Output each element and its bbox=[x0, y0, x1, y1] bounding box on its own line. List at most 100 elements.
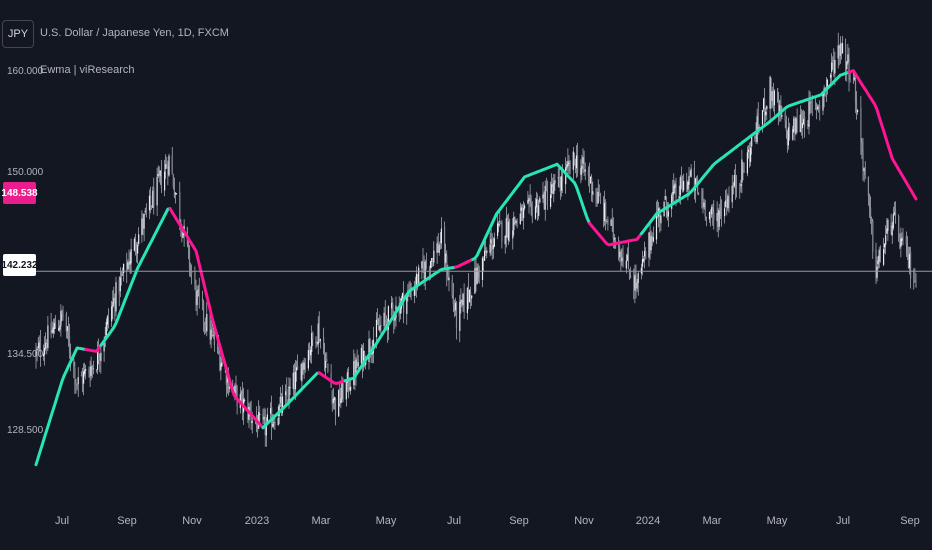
candle-body bbox=[226, 374, 228, 383]
candle-body bbox=[196, 291, 198, 306]
indicator-legend[interactable]: Ewma | viResearch bbox=[40, 64, 135, 76]
candle-body bbox=[567, 160, 569, 167]
candle-body bbox=[379, 326, 381, 331]
symbol-icon[interactable]: JPY bbox=[2, 20, 34, 48]
candle-body bbox=[240, 392, 242, 394]
candle-body bbox=[43, 353, 45, 357]
candle-body bbox=[751, 136, 753, 147]
candle-body bbox=[883, 249, 885, 265]
candle-body bbox=[808, 101, 810, 127]
candle-body bbox=[611, 220, 613, 222]
candle-body bbox=[527, 200, 529, 204]
candle-body bbox=[295, 367, 298, 371]
candle-body bbox=[801, 123, 804, 129]
candle-body bbox=[892, 214, 894, 229]
candle-body bbox=[428, 268, 431, 270]
candle-body bbox=[118, 279, 120, 295]
candle-body bbox=[221, 362, 223, 367]
candle-body bbox=[365, 360, 367, 365]
candle-body bbox=[708, 211, 711, 220]
candle-body bbox=[119, 277, 121, 292]
candle-body bbox=[438, 244, 440, 253]
candle-body bbox=[54, 320, 57, 329]
candle-body bbox=[85, 369, 87, 371]
candle-body bbox=[302, 361, 304, 368]
candle-body bbox=[622, 256, 624, 268]
candle-body bbox=[332, 398, 334, 404]
candle-body bbox=[814, 102, 817, 103]
candle-body bbox=[605, 201, 607, 220]
candle-body bbox=[61, 309, 63, 315]
candle-body bbox=[516, 220, 518, 223]
candle-body bbox=[399, 306, 401, 314]
candle-body bbox=[907, 254, 909, 269]
candle-body bbox=[512, 230, 514, 239]
candle-body bbox=[341, 383, 343, 400]
candle-body bbox=[529, 196, 531, 198]
candle-body bbox=[327, 363, 329, 372]
candle-body bbox=[659, 210, 661, 221]
candle-body bbox=[711, 207, 713, 215]
candle-body bbox=[68, 336, 71, 353]
candle-body bbox=[486, 250, 488, 253]
candle-body bbox=[251, 420, 253, 423]
candle-body bbox=[735, 186, 738, 188]
candle-body bbox=[181, 228, 183, 238]
candle-body bbox=[220, 363, 222, 371]
candle-body bbox=[432, 258, 434, 266]
candle-body bbox=[785, 120, 787, 131]
candle-body bbox=[557, 177, 559, 179]
candle-body bbox=[799, 114, 801, 132]
x-tick-mar-2023: Mar bbox=[311, 515, 331, 527]
candle-body bbox=[732, 185, 734, 189]
candle-body bbox=[280, 397, 282, 411]
candle-body bbox=[157, 174, 159, 176]
candle-body bbox=[345, 382, 347, 400]
candle-body bbox=[182, 232, 184, 238]
candle-body bbox=[748, 151, 751, 162]
candle-body bbox=[38, 342, 40, 349]
candle-body bbox=[584, 169, 586, 172]
candle-body bbox=[591, 177, 593, 193]
candle-body bbox=[89, 373, 91, 379]
candle-body bbox=[651, 234, 653, 243]
candle-body bbox=[113, 297, 115, 303]
candle-body bbox=[342, 383, 344, 402]
candle-body bbox=[596, 194, 598, 203]
ewma-line-up bbox=[34, 346, 88, 467]
candle-body bbox=[834, 60, 836, 74]
candle-body bbox=[626, 254, 628, 261]
candle-body bbox=[734, 175, 737, 189]
candle-body bbox=[698, 193, 700, 195]
candle-body bbox=[817, 106, 819, 110]
candle-body bbox=[701, 191, 703, 201]
candle-body bbox=[377, 318, 379, 325]
candle-body bbox=[793, 118, 795, 132]
candle-body bbox=[703, 202, 705, 208]
candle-body bbox=[771, 91, 773, 101]
candle-body bbox=[75, 381, 77, 384]
candle-body bbox=[569, 161, 571, 172]
candle-body bbox=[204, 323, 206, 325]
candle-body bbox=[755, 134, 757, 141]
candle-body bbox=[308, 349, 311, 354]
candle-body bbox=[138, 234, 140, 245]
candle-body bbox=[190, 268, 192, 270]
y-tick-label-160: 160.000 bbox=[7, 66, 44, 77]
candle-body bbox=[786, 130, 788, 145]
candle-body bbox=[203, 301, 205, 321]
candle-body bbox=[485, 252, 487, 256]
candle-body bbox=[595, 192, 597, 196]
candle-body bbox=[279, 396, 281, 403]
candle-body bbox=[315, 337, 317, 345]
candle-body bbox=[228, 387, 231, 389]
candle-body bbox=[137, 245, 139, 254]
candle-body bbox=[410, 290, 412, 298]
x-tick-jul-2023: Jul bbox=[446, 515, 462, 527]
candle-body bbox=[421, 261, 423, 269]
candle-body bbox=[655, 212, 658, 240]
candle-body bbox=[218, 347, 220, 353]
candle-body bbox=[898, 216, 900, 238]
candle-body bbox=[741, 159, 743, 183]
